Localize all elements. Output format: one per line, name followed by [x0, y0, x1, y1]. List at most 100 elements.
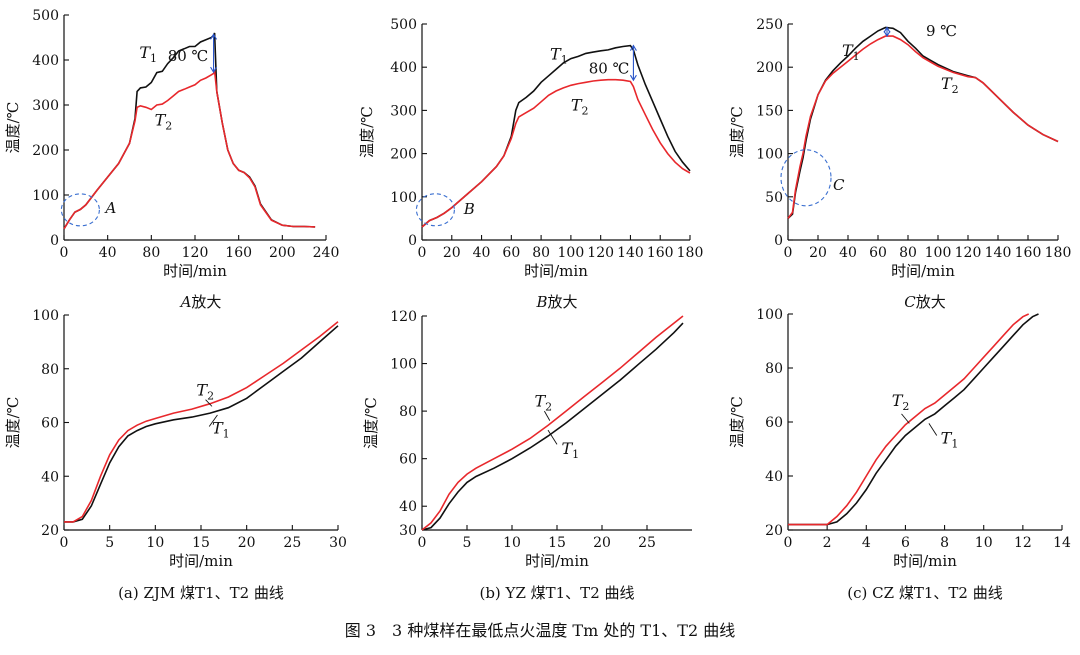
y-tick-label: 20 [41, 523, 59, 539]
zoom-region-circle [415, 193, 455, 227]
series-t2-line [63, 68, 316, 230]
x-tick-label: 5 [105, 535, 114, 551]
x-tick-label: 12 [1014, 535, 1032, 551]
x-tick-label: 14 [1053, 535, 1071, 551]
y-axis-label: 温度/℃ [4, 397, 22, 449]
y-axis-label: 温度/℃ [358, 106, 376, 158]
y-tick-label: 300 [32, 98, 59, 114]
x-tick-label: 80 [142, 245, 160, 261]
x-tick-label: 40 [99, 245, 117, 261]
label-t2: T2 [535, 391, 553, 413]
x-tick-label: 140 [617, 245, 644, 261]
x-axis-label: 时间/min [525, 552, 589, 570]
y-tick-label: 120 [390, 309, 417, 325]
x-tick-label: 10 [503, 535, 521, 551]
x-tick-label: 120 [955, 245, 982, 261]
label-t2: T2 [155, 110, 173, 132]
x-tick-label: 200 [269, 245, 296, 261]
x-tick-label: 240 [313, 245, 340, 261]
y-tick-label: 20 [765, 523, 783, 539]
x-axis-label: 时间/min [163, 262, 227, 280]
x-tick-label: 160 [1015, 245, 1042, 261]
figure-caption: 图 3 3 种煤样在最低点火温度 Tm 处的 T1、T2 曲线 [345, 621, 735, 640]
y-tick-label: 0 [774, 233, 783, 249]
chart-top-b: 0 20 40 60 80 100 120 140 160 1800100200300400500… [358, 17, 703, 280]
series-t2-line [787, 35, 1059, 219]
x-tick-label: 180 [677, 245, 704, 261]
x-tick-label: 0 [60, 245, 69, 261]
series-t1-line [421, 322, 684, 531]
x-tick-label: 4 [862, 535, 871, 551]
x-tick-label: 0 [784, 245, 793, 261]
y-tick-label: 40 [41, 469, 59, 485]
x-tick-label: 60 [502, 245, 520, 261]
x-tick-label: 0 [418, 245, 427, 261]
zoom-region-circle [780, 149, 832, 207]
x-tick-label: 25 [638, 535, 656, 551]
chart-title: A放大 [179, 293, 222, 311]
x-tick-label: 8 [940, 535, 949, 551]
y-tick-label: 300 [390, 103, 417, 119]
y-tick-label: 100 [32, 188, 59, 204]
label-t2: T2 [941, 74, 959, 96]
x-tick-label: 120 [182, 245, 209, 261]
y-tick-label: 100 [32, 308, 59, 324]
x-tick-label: 60 [869, 245, 887, 261]
y-tick-label: 50 [765, 190, 783, 206]
arrow-head-high [883, 26, 891, 33]
x-tick-label: 20 [593, 535, 611, 551]
zoom-region-circle [60, 193, 100, 227]
y-tick-label: 80 [41, 362, 59, 378]
x-tick-label: 180 [1045, 245, 1072, 261]
series-t2-line [421, 315, 684, 531]
label-t1: T1 [550, 44, 568, 66]
x-tick-label: 100 [925, 245, 952, 261]
y-tick-label: 0 [408, 233, 417, 249]
arrow-head-low [210, 66, 218, 74]
chart-title: B放大 [535, 293, 577, 311]
y-tick-label: 400 [32, 53, 59, 69]
x-tick-label: 20 [443, 245, 461, 261]
chart-bottom-b: 0 5 10 15 20 25 30 40 60 80 100 120 时间/min 温度/℃ B放大 (b)… [362, 293, 692, 602]
arrow-head-high [210, 33, 218, 40]
difference-label: 80 ℃ [589, 60, 630, 78]
y-tick-label: 0 [50, 233, 59, 249]
y-tick-label: 60 [765, 415, 783, 431]
y-tick-label: 100 [390, 190, 417, 206]
x-tick-label: 0 [784, 535, 793, 551]
difference-label: 9 ℃ [926, 22, 957, 40]
leader-t1 [208, 414, 218, 427]
x-tick-label: 40 [839, 245, 857, 261]
x-tick-label: 100 [558, 245, 585, 261]
chart-top-a: 0 40 80 120 160 200 240 0 100 200 300 400 500 时间/min 温… [4, 8, 339, 280]
x-tick-label: 160 [225, 245, 252, 261]
label-t1: T1 [139, 43, 157, 65]
leader-t2 [901, 413, 910, 424]
chart-title: C放大 [904, 293, 946, 311]
x-tick-label: 120 [587, 245, 614, 261]
region-label: B [463, 200, 475, 218]
y-tick-label: 100 [390, 357, 417, 373]
x-tick-label: 5 [463, 535, 472, 551]
y-tick-label: 100 [756, 307, 783, 323]
series-t1-line [64, 325, 339, 523]
chart-panels: 0 40 80 120 160 200 2400100200300400500时间/min温… [4, 8, 1071, 602]
x-tick-label: 140 [985, 245, 1012, 261]
y-tick-label: 40 [765, 469, 783, 485]
x-tick-label: 10 [146, 535, 164, 551]
x-tick-label: 0 [60, 535, 69, 551]
region-label: C [833, 176, 845, 194]
chart-top-c: 0 20 40 60 80 100 120 140 160 180050100150200250时… [728, 17, 1071, 280]
y-tick-label: 80 [765, 361, 783, 377]
y-tick-label: 100 [756, 147, 783, 163]
x-tick-label: 25 [283, 535, 301, 551]
y-tick-label: 80 [399, 404, 417, 420]
chart-bottom-c: 0 2 4 6 8 10 12 14 20 40 60 80 100 时间/min 温度/℃ C放大 (c) C… [728, 293, 1071, 602]
x-axis-label: 时间/min [524, 262, 588, 280]
y-axis-label: 温度/℃ [362, 397, 380, 449]
label-t1: T1 [842, 41, 860, 63]
arrow-head-low [629, 74, 637, 82]
x-tick-label: 15 [192, 535, 210, 551]
